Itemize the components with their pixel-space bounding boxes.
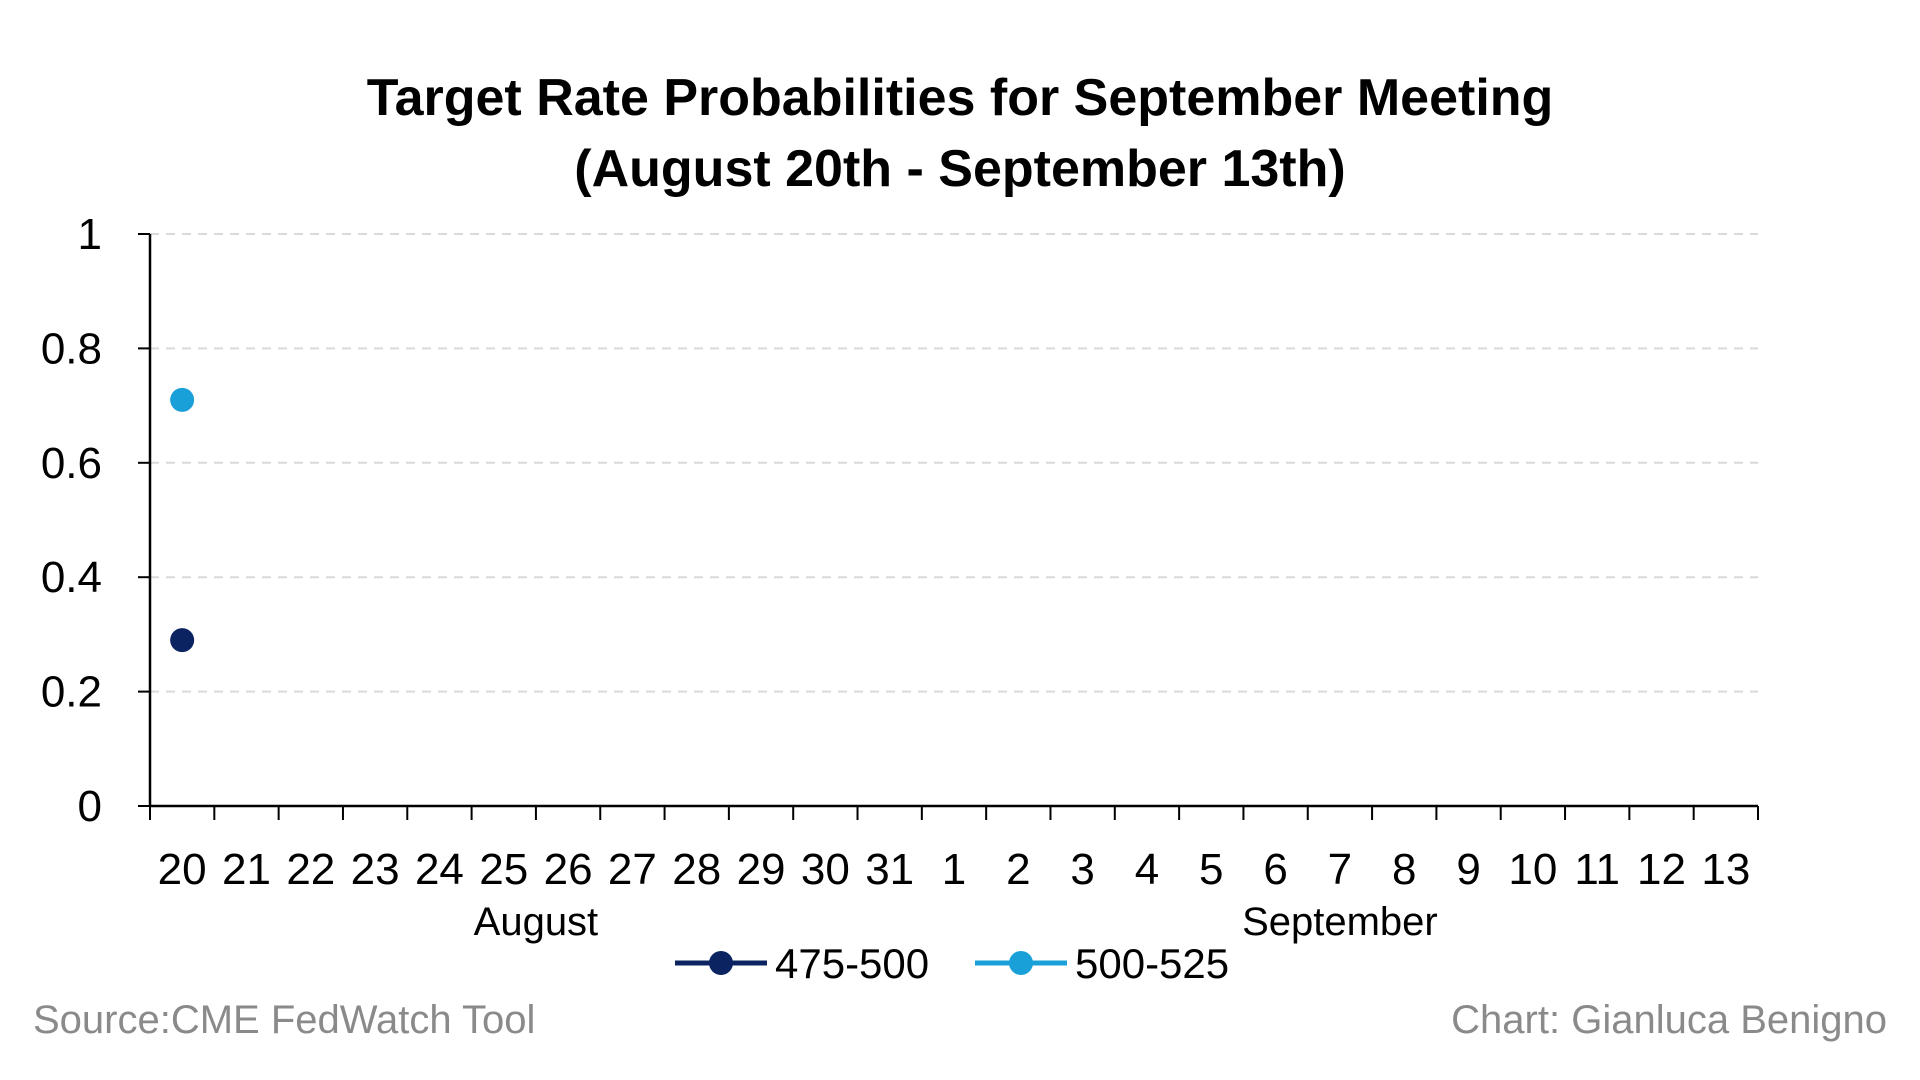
chart-credit: Chart: Gianluca Benigno: [1451, 998, 1887, 1042]
axes: [138, 233, 1759, 820]
x-tick-label: 13: [1701, 845, 1750, 894]
grid-lines: [150, 233, 1758, 693]
month-labels: August September: [474, 900, 1438, 944]
x-tick-label: 31: [865, 845, 914, 894]
source-note: Source:CME FedWatch Tool: [33, 998, 535, 1042]
y-tick-label: 0.4: [41, 553, 102, 602]
x-tick-label: 20: [158, 845, 207, 894]
x-tick-label: 29: [737, 845, 786, 894]
x-tick-label: 28: [672, 845, 721, 894]
y-tick-label: 0.8: [41, 324, 102, 373]
x-tick-label: 21: [222, 845, 271, 894]
legend-marker: [1009, 951, 1033, 975]
x-tick-label: 4: [1135, 845, 1159, 894]
chart-title-line-1: Target Rate Probabilities for September …: [367, 69, 1554, 127]
x-tick-label: 24: [415, 845, 464, 894]
y-tick-label: 0.6: [41, 439, 102, 488]
x-tick-label: 9: [1456, 845, 1480, 894]
y-tick-label: 0.2: [41, 668, 102, 717]
month-label: August: [474, 900, 599, 944]
x-tick-label: 1: [942, 845, 966, 894]
data-point: [170, 628, 195, 653]
legend-label: 475-500: [775, 940, 929, 987]
x-tick-label: 7: [1328, 845, 1352, 894]
data-points: [170, 387, 195, 653]
month-label: September: [1242, 900, 1438, 944]
y-tick-labels: 0 0.2 0.4 0.6 0.8 1: [41, 210, 102, 831]
x-tick-label: 8: [1392, 845, 1416, 894]
x-tick-label: 23: [351, 845, 400, 894]
x-tick-label: 5: [1199, 845, 1223, 894]
x-tick-label: 2: [1006, 845, 1030, 894]
x-tick-label: 12: [1637, 845, 1686, 894]
legend: 475-500 500-525: [675, 940, 1229, 987]
chart-title-line-2: (August 20th - September 13th): [574, 140, 1345, 198]
x-tick-label: 27: [608, 845, 657, 894]
y-tick-label: 0: [78, 782, 102, 831]
x-tick-label: 3: [1070, 845, 1094, 894]
y-tick-label: 1: [78, 210, 102, 259]
x-tick-label: 30: [801, 845, 850, 894]
x-tick-labels: 20 21 22 23 24 25 26 27 28 29 30 31 1 2 3 4 5 6 7 8 9 10 11 12 1…: [158, 845, 1751, 894]
x-tick-label: 25: [479, 845, 528, 894]
x-tick-label: 26: [544, 845, 593, 894]
x-tick-label: 6: [1263, 845, 1287, 894]
x-tick-label: 22: [286, 845, 335, 894]
data-point: [170, 387, 195, 412]
legend-marker: [709, 951, 733, 975]
legend-label: 500-525: [1075, 940, 1229, 987]
x-tick-label: 11: [1574, 845, 1620, 894]
x-tick-label: 10: [1508, 845, 1557, 894]
